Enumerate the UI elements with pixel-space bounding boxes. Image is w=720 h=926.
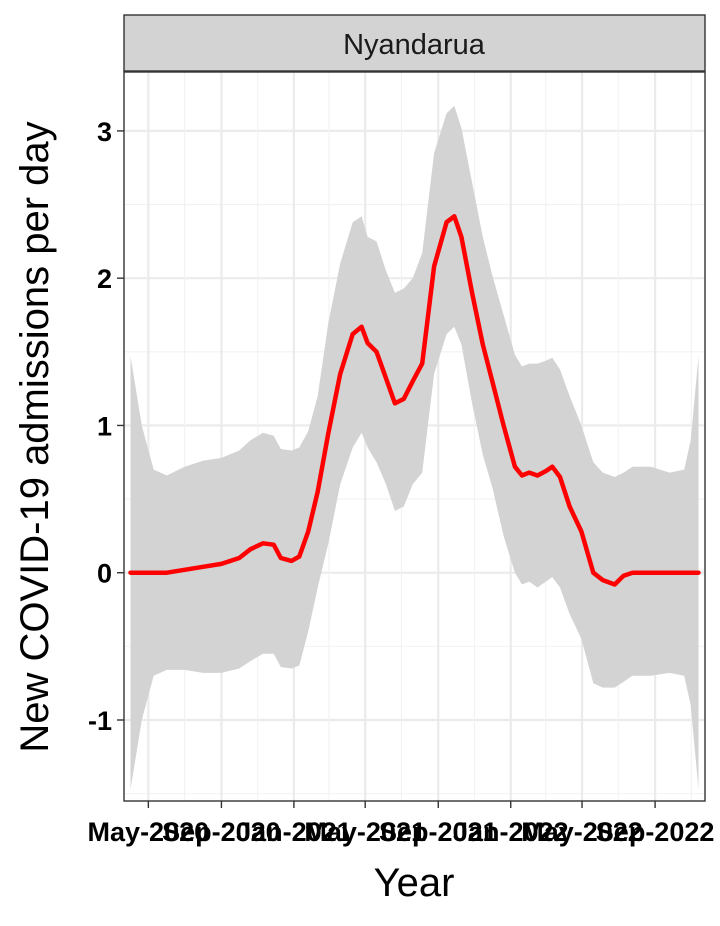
- x-tick-label: May-2021: [304, 817, 426, 847]
- x-tick-label: Sep-2020: [162, 817, 281, 847]
- x-axis-title: Year: [374, 861, 455, 905]
- axis-ticks: May-2020Sep-2020Jan-2021May-2021Sep-2021…: [88, 117, 715, 847]
- x-tick-label: Sep-2021: [379, 817, 498, 847]
- y-axis-title: New COVID-19 admissions per day: [13, 121, 57, 752]
- y-tick-label: 2: [97, 264, 112, 294]
- x-tick-label: May-2020: [88, 817, 210, 847]
- y-tick-label: -1: [88, 706, 112, 736]
- y-tick-label: 1: [97, 411, 112, 441]
- x-tick-label: Jan-2022: [453, 817, 569, 847]
- x-tick-label: May-2022: [521, 817, 643, 847]
- plot-panel-border: [123, 71, 706, 802]
- confidence-ribbon: [130, 105, 699, 790]
- y-tick-label: 0: [97, 559, 112, 589]
- facet-label: Nyandarua: [343, 29, 486, 61]
- y-tick-label: 3: [97, 117, 112, 147]
- admissions-line: [128, 214, 701, 587]
- line-layer: [128, 214, 701, 587]
- facet-strip: [123, 14, 706, 72]
- x-tick-label: Jan-2021: [236, 817, 352, 847]
- confidence-ribbon-layer: [130, 105, 699, 790]
- x-tick-label: Sep-2022: [596, 817, 715, 847]
